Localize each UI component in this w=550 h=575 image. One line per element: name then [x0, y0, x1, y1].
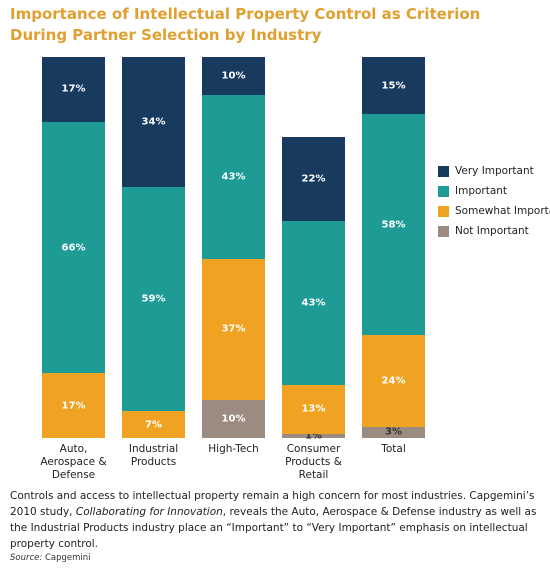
data-label: 15% [381, 80, 406, 92]
bar-segment [282, 434, 345, 438]
legend-label: Somewhat Important [455, 205, 550, 217]
legend-swatch [438, 226, 449, 237]
caption-text: , reveals the Auto, Aerospace & Defense … [10, 506, 537, 550]
bar-segment [202, 399, 265, 438]
source-text: Capgemini [44, 553, 91, 563]
caption: Controls and access to intellectual prop… [10, 488, 542, 552]
bar-segment [122, 411, 185, 438]
bar-segment [42, 121, 105, 374]
data-label: 37% [221, 323, 246, 335]
chart-title: Importance of Intellectual Property Cont… [10, 5, 481, 44]
caption-text: Controls and access to intellectual prop… [10, 490, 535, 518]
legend-swatch [438, 166, 449, 177]
bar-segment [202, 258, 265, 400]
data-label: 3% [385, 426, 402, 438]
data-label: 59% [141, 293, 166, 305]
data-label: 7% [145, 419, 162, 431]
bar-segment [282, 384, 345, 435]
bar-segment [362, 335, 425, 427]
bar-segment [202, 57, 265, 96]
bar-segment [202, 95, 265, 259]
data-label: 66% [61, 242, 86, 253]
bar-segment [122, 57, 185, 187]
source-label: Source: [10, 553, 43, 563]
bar-segment [282, 220, 345, 385]
data-label: 17% [61, 83, 86, 95]
caption-italic: Collaborating for Innovation [75, 506, 223, 518]
data-label: 58% [381, 219, 406, 231]
source: Source: Capgemini [10, 553, 91, 563]
x-tick-label: High-Tech [208, 443, 259, 455]
data-label: 17% [61, 400, 86, 412]
x-tick-label: Total [381, 443, 406, 455]
data-label: 22% [301, 173, 326, 185]
bar-segment [42, 373, 105, 438]
bar-segment [362, 57, 425, 115]
data-label: 43% [221, 171, 246, 183]
x-tick-label: Industrial Products [128, 443, 179, 468]
legend-label: Important [455, 185, 508, 197]
legend-label: Very Important [455, 165, 534, 177]
data-label: 10% [221, 413, 246, 425]
bar-segment [282, 137, 345, 221]
bar-segment [42, 57, 105, 122]
bar-segment [122, 186, 185, 412]
data-label: 10% [221, 70, 246, 82]
data-label: 13% [301, 403, 326, 415]
bar-segment [362, 426, 425, 438]
x-tick-label: Consumer Products & Retail [285, 443, 342, 481]
data-label: 1% [305, 430, 322, 442]
data-label: 43% [301, 297, 326, 309]
bar-segment [362, 114, 425, 336]
legend-swatch [438, 206, 449, 217]
x-tick-label: Auto, Aerospace & Defense [40, 443, 107, 481]
data-label: 24% [381, 375, 406, 387]
data-label: 34% [141, 116, 166, 128]
legend-swatch [438, 186, 449, 197]
legend-label: Not Important [455, 225, 529, 237]
